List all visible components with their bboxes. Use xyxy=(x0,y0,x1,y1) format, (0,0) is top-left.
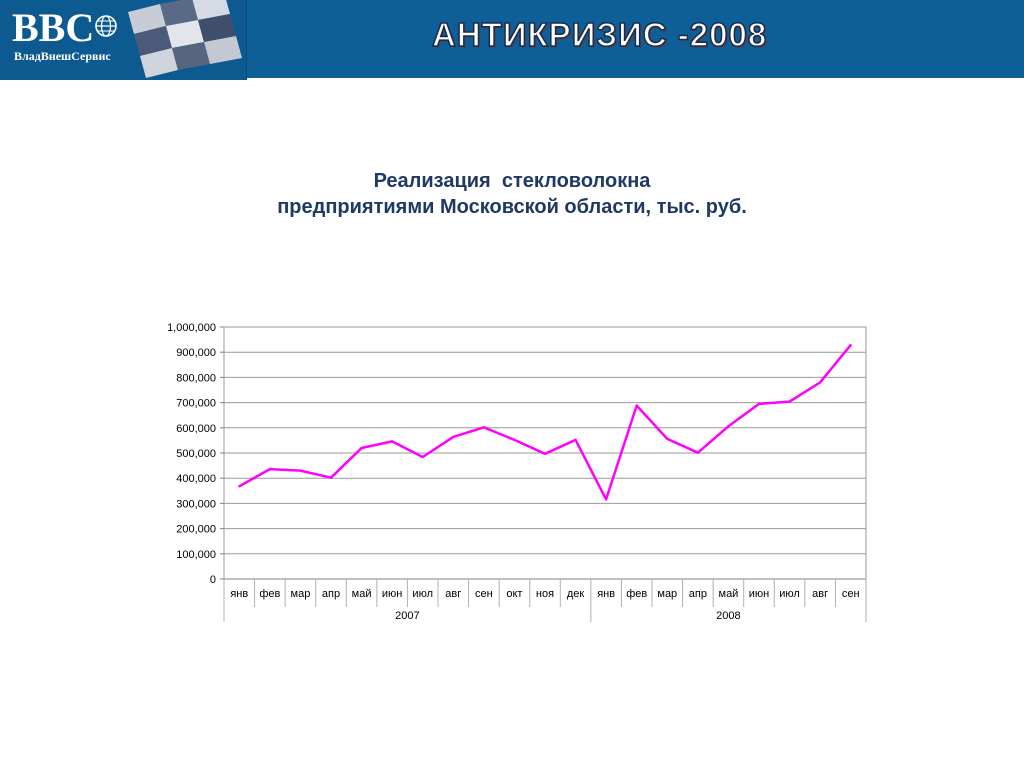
x-tick-label: июл xyxy=(779,588,800,600)
checkerboard-graphic xyxy=(128,0,242,78)
data-point xyxy=(421,455,424,459)
header-title: АНТИКРИЗИС -2008 xyxy=(431,15,768,54)
y-tick-label: 100,000 xyxy=(176,549,216,561)
y-tick-label: 500,000 xyxy=(176,448,216,460)
logo-subtitle: ВладВнешСервис xyxy=(14,49,111,63)
data-point xyxy=(574,438,577,442)
x-tick-label: янв xyxy=(230,588,248,600)
y-tick-label: 900,000 xyxy=(176,347,216,359)
y-tick-label: 600,000 xyxy=(176,423,216,435)
x-tick-label: сен xyxy=(842,588,860,600)
x-tick-label: дек xyxy=(567,588,585,600)
data-point xyxy=(452,435,455,439)
data-point xyxy=(238,485,241,488)
x-tick-label: апр xyxy=(689,588,707,600)
y-tick-label: 800,000 xyxy=(176,372,216,384)
data-point xyxy=(390,440,394,443)
x-tick-label: мар xyxy=(657,588,677,600)
x-tick-label: май xyxy=(719,588,739,600)
x-tick-label: июл xyxy=(412,588,433,600)
data-point xyxy=(727,425,730,428)
slide-title: Реализация стекловолокна предприятиями М… xyxy=(0,168,1024,220)
y-tick-label: 300,000 xyxy=(176,498,216,510)
x-tick-label: окт xyxy=(506,588,522,600)
x-tick-label: сен xyxy=(475,588,493,600)
y-tick-label: 200,000 xyxy=(176,524,216,536)
data-point xyxy=(513,438,516,442)
globe-icon xyxy=(95,15,117,37)
x-tick-label: фев xyxy=(259,588,280,600)
data-point xyxy=(818,381,822,384)
data-point xyxy=(329,476,333,479)
x-tick-label: ноя xyxy=(536,588,554,600)
slide-title-line-1: Реализация стекловолокна xyxy=(373,170,651,192)
data-point xyxy=(757,402,761,406)
data-point xyxy=(635,404,638,407)
y-tick-label: 700,000 xyxy=(176,398,216,410)
x-tick-label: май xyxy=(352,588,372,600)
x-tick-label: авг xyxy=(812,588,828,600)
y-tick-label: 1,000,000 xyxy=(167,322,216,334)
logo-text: BBC xyxy=(12,5,95,50)
data-point xyxy=(696,451,700,454)
series-line xyxy=(238,344,852,501)
x-tick-label: июн xyxy=(382,588,402,600)
header-bar: BBC ВладВнешСервис АНТИКРИЗИС -2008 xyxy=(0,0,1024,80)
data-point xyxy=(482,426,486,429)
y-tick-label: 0 xyxy=(210,574,216,586)
data-point xyxy=(299,469,302,472)
data-point xyxy=(604,498,608,501)
slide-title-line-2: предприятиями Московской области, тыс. р… xyxy=(277,196,747,218)
x-tick-label: мар xyxy=(291,588,311,600)
data-point xyxy=(849,343,852,347)
data-point xyxy=(666,437,669,441)
x-tick-label: авг xyxy=(445,588,461,600)
y-tick-label: 400,000 xyxy=(176,473,216,485)
x-tick-label: апр xyxy=(322,588,340,600)
x-tick-label: фев xyxy=(626,588,647,600)
x-tick-label: июн xyxy=(749,588,769,600)
group-label: 2008 xyxy=(716,610,740,622)
data-point xyxy=(360,446,363,450)
group-label: 2007 xyxy=(395,610,419,622)
company-logo: BBC ВладВнешСервис xyxy=(0,0,247,80)
data-point xyxy=(788,400,791,403)
data-point xyxy=(543,452,547,455)
data-point xyxy=(268,467,272,471)
x-tick-label: янв xyxy=(597,588,615,600)
